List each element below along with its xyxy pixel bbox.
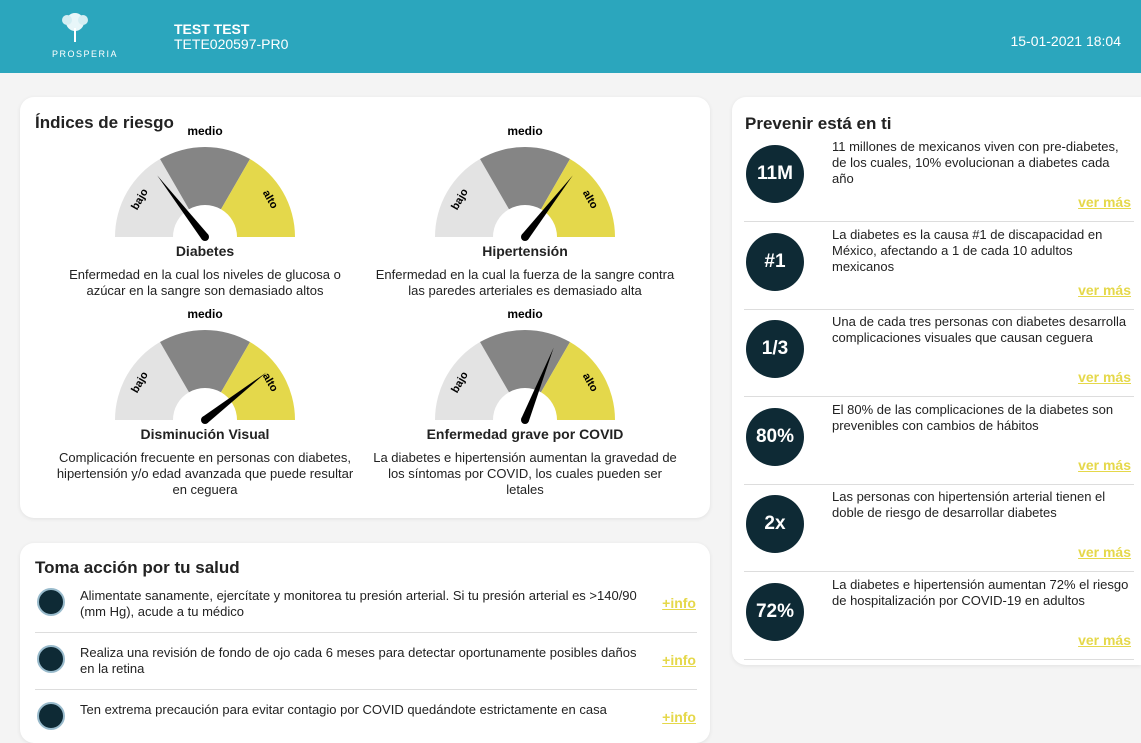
fact-text: La diabetes es la causa #1 de discapacid… <box>832 226 1103 274</box>
gauge-name: Enfermedad grave por COVID <box>426 426 624 442</box>
gauge-zone-low <box>435 342 509 420</box>
action-text: Realiza una revisión de fondo de ojo cad… <box>80 645 637 676</box>
fact-link[interactable]: ver más <box>1078 281 1131 298</box>
gauge-name: Diabetes <box>175 243 235 259</box>
fact-link[interactable]: ver más <box>1078 194 1131 210</box>
action-link[interactable]: +info <box>662 595 696 611</box>
gauge-zone-high <box>541 342 615 420</box>
datetime: 15-01-2021 18:04 <box>1010 33 1121 49</box>
gauge-zone-high <box>541 159 615 237</box>
action-icon <box>37 645 65 673</box>
card-title: Índices de riesgo <box>35 113 174 132</box>
divider <box>744 658 1134 660</box>
stat-text: 2x <box>764 513 786 534</box>
risk-card: Índices de riesgo medio bajo alto Diabetes E… <box>20 97 710 518</box>
action-text: Alimentate sanamente, ejercítate y monit… <box>80 588 637 619</box>
zone-label: medio <box>507 307 542 321</box>
user-name: TEST TEST <box>174 21 250 37</box>
gauge-needle <box>521 347 554 422</box>
fact-text: 11 millones de mexicanos viven con pre-d… <box>832 139 1119 186</box>
action-link[interactable]: +info <box>662 652 696 668</box>
gauge-needle <box>521 175 573 240</box>
divider <box>744 483 1134 485</box>
zone-label: medio <box>187 124 222 138</box>
stat-badge: 1/3 <box>746 320 804 378</box>
gauge-zone-high <box>221 342 295 420</box>
zone-label: medio <box>507 124 542 138</box>
gauge-zone-high <box>221 159 295 237</box>
divider <box>744 221 1134 222</box>
gauge-description: Enfermedad en la cual la fuerza de la sa… <box>375 267 675 298</box>
card-title: Prevenir está en ti <box>745 114 892 133</box>
stat-text: 80% <box>755 425 795 447</box>
stat-text: 11M <box>757 163 793 184</box>
card-title: Toma acción por tu salud <box>35 558 240 577</box>
fact-text: Las personas con hipertensión arterial t… <box>832 489 1106 520</box>
fact-link[interactable]: ver más <box>1078 544 1131 560</box>
brand: PROSPERIA <box>52 49 119 59</box>
gauge-zone-mid <box>160 330 250 393</box>
stat-text: 72% <box>755 600 795 622</box>
needle-hub <box>521 416 529 424</box>
gauge-zone-low <box>435 159 509 237</box>
action-card: Toma acción por tu salud Alimentate sana… <box>20 543 710 743</box>
gauge-zone-low <box>115 159 189 237</box>
gauge-description: Enfermedad en la cual los niveles de glu… <box>69 267 341 298</box>
divider <box>35 689 697 690</box>
divider <box>744 396 1134 397</box>
user-id: TETE020597-PR0 <box>174 36 289 52</box>
stat-badge: 80% <box>746 407 804 466</box>
fact-link[interactable]: ver más <box>1078 631 1131 648</box>
divider <box>744 308 1134 310</box>
needle-hub <box>201 416 209 424</box>
gauge-needle <box>202 372 267 424</box>
gauge-needle <box>157 175 209 240</box>
action-icon <box>37 588 65 616</box>
action-link[interactable]: +info <box>662 709 696 725</box>
logo <box>62 13 88 42</box>
stat-badge: 11M <box>746 145 804 203</box>
stat-badge: 72% <box>746 582 804 641</box>
fact-link[interactable]: ver más <box>1078 369 1131 385</box>
gauge-description: Complicación frecuente en personas con d… <box>56 450 354 497</box>
gauge-zone-mid <box>160 147 250 210</box>
stat-text: #1 <box>764 250 786 272</box>
fact-text: El 80% de las complicaciones de la diabe… <box>832 401 1114 433</box>
divider <box>744 571 1134 572</box>
gauge-zone-mid <box>480 147 570 210</box>
fact-link[interactable]: ver más <box>1078 456 1131 473</box>
needle-hub <box>521 233 529 241</box>
prevention-card: Prevenir está en ti 11M 11 millones de me… <box>732 97 1141 665</box>
fact-text: La diabetes e hipertensión aumentan 72% … <box>832 576 1129 608</box>
header: PROSPERIA TEST TEST TETE020597-PR0 15-01… <box>0 0 1141 73</box>
zone-label: medio <box>187 307 222 321</box>
stat-badge: #1 <box>746 232 804 291</box>
action-text: Ten extrema precaución para evitar conta… <box>80 702 607 717</box>
gauge-name: Hipertensión <box>482 243 568 259</box>
fact-text: Una de cada tres personas con diabetes d… <box>832 314 1127 345</box>
stat-text: 1/3 <box>761 338 789 359</box>
gauge-zone-low <box>115 342 189 420</box>
action-icon <box>37 702 65 730</box>
gauge-name: Disminución Visual <box>140 426 270 442</box>
gauge-description: La diabetes e hipertensión aumentan la g… <box>373 450 677 497</box>
gauge-zone-mid <box>480 330 570 393</box>
needle-hub <box>201 233 209 241</box>
stat-badge: 2x <box>746 495 804 553</box>
divider <box>35 632 697 633</box>
